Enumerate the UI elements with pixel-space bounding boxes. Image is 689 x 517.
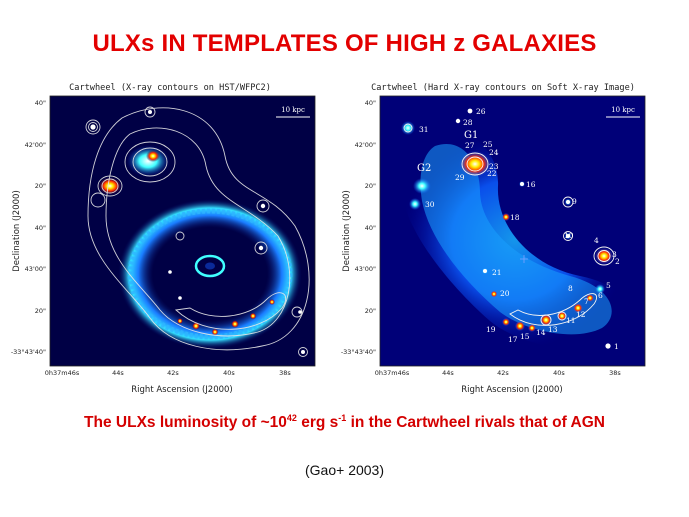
y-tick-label: 20" <box>365 307 376 315</box>
x-tick-label: 38s <box>609 369 621 377</box>
source-label: 10 <box>564 231 574 240</box>
source-label: 21 <box>492 268 502 277</box>
source-label: 20 <box>500 289 510 298</box>
cartwheel-ring <box>118 199 302 349</box>
source-labels: 1 2 3 4 5 6 7 8 9 10 11 12 13 14 15 16 1… <box>419 107 620 351</box>
source-label: 16 <box>526 180 536 189</box>
source-label: 23 <box>489 162 499 171</box>
source-label: 15 <box>520 332 530 341</box>
hard-xray-contours <box>403 123 615 326</box>
right-y-ticks: 40" 42'00" 20" 40" 43'00" 20" -33°43'40" <box>341 99 376 356</box>
source-label: 9 <box>572 197 577 206</box>
x-tick-label: 0h37m46s <box>45 369 80 377</box>
source-label: 29 <box>455 173 465 182</box>
right-figure-panel: Cartwheel (Hard X-ray contours on Soft X… <box>340 76 650 401</box>
left-x-ticks: 0h37m46s 44s 42s 40s 38s <box>45 369 292 377</box>
companion-g1-core <box>146 150 160 162</box>
slide-title: ULXs IN TEMPLATES OF HIGH z GALAXIES <box>92 30 597 57</box>
left-y-ticks: 40" 42'00" 20" 40" 43'00" 20" -33°43'40" <box>11 99 46 356</box>
source-label: 12 <box>576 310 586 319</box>
left-figure-svg: Cartwheel (X-ray contours on HST/WFPC2) <box>11 83 316 395</box>
point-sources <box>90 110 305 354</box>
y-tick-label: 40" <box>35 99 46 107</box>
caption-exponent-luminosity: 42 <box>286 413 297 423</box>
y-tick-label: 42'00" <box>25 141 46 149</box>
source-label: 30 <box>425 200 435 209</box>
source-label: 8 <box>568 284 573 293</box>
group-label-g1: G1 <box>464 130 478 141</box>
x-tick-label: 40s <box>223 369 235 377</box>
left-y-axis-label: Declination (J2000) <box>12 190 22 272</box>
hard-xray-sources <box>401 121 613 332</box>
source-label: 6 <box>598 291 603 300</box>
caption-prefix: The ULXs luminosity of ~10 <box>84 414 287 432</box>
right-x-axis-label: Right Ascension (J2000) <box>461 385 562 395</box>
left-x-axis-label: Right Ascension (J2000) <box>131 385 232 395</box>
source-label: 17 <box>508 335 518 344</box>
center-marker <box>520 255 528 263</box>
y-tick-label: -33°43'40" <box>341 348 376 356</box>
x-tick-label: 38s <box>279 369 291 377</box>
right-axes-frame <box>379 95 646 367</box>
slide-caption: The ULXs luminosity of ~1042 erg s-1 in … <box>0 413 689 432</box>
y-tick-label: 42'00" <box>355 141 376 149</box>
y-tick-label: 20" <box>365 182 376 190</box>
left-axes-frame <box>49 95 316 367</box>
y-tick-label: -33°43'40" <box>11 348 46 356</box>
y-tick-label: 20" <box>35 182 46 190</box>
x-tick-label: 42s <box>167 369 179 377</box>
source-label: 27 <box>465 141 475 150</box>
y-tick-label: 40" <box>365 99 376 107</box>
y-tick-label: 40" <box>365 224 376 232</box>
right-x-ticks: 0h37m46s 44s 42s 40s 38s <box>375 369 622 377</box>
source-label: 24 <box>489 148 499 157</box>
right-figure-svg: Cartwheel (Hard X-ray contours on Soft X… <box>341 83 646 395</box>
source-label: 19 <box>486 325 496 334</box>
source-label: 14 <box>536 328 546 337</box>
y-tick-label: 43'00" <box>25 265 46 273</box>
source-label: 2 <box>615 257 620 266</box>
right-panel-title: Cartwheel (Hard X-ray contours on Soft X… <box>371 83 635 93</box>
caption-suffix: in the Cartwheel rivals that of AGN <box>346 414 605 432</box>
x-tick-label: 40s <box>553 369 565 377</box>
caption-unit: erg s <box>296 414 339 432</box>
source-label: 22 <box>487 169 497 178</box>
galaxy-core <box>205 262 215 270</box>
group-label-g2: G2 <box>417 163 431 174</box>
left-figure-panel: Cartwheel (X-ray contours on HST/WFPC2) <box>10 76 320 401</box>
right-scale-label: 10 kpc <box>611 106 635 114</box>
left-scale-label: 10 kpc <box>281 106 305 114</box>
point-sources-white <box>455 108 611 349</box>
soft-xray-core-band <box>420 144 612 335</box>
y-tick-label: 43'00" <box>355 265 376 273</box>
source-label: 25 <box>483 140 493 149</box>
x-tick-label: 42s <box>497 369 509 377</box>
source-label: 5 <box>606 281 611 290</box>
source-label: 4 <box>594 236 599 245</box>
source-label: 1 <box>614 342 619 351</box>
left-panel-title: Cartwheel (X-ray contours on HST/WFPC2) <box>69 83 271 93</box>
source-label: 28 <box>463 118 473 127</box>
x-tick-label: 44s <box>442 369 454 377</box>
xray-contours <box>85 106 310 357</box>
source-label: 11 <box>566 316 576 325</box>
source-label: 31 <box>419 125 429 134</box>
citation: (Gao+ 2003) <box>305 462 384 478</box>
source-label: 13 <box>548 325 558 334</box>
source-label: 3 <box>612 250 617 259</box>
x-tick-label: 44s <box>112 369 124 377</box>
inner-ring <box>194 254 226 278</box>
source-label: 26 <box>476 107 486 116</box>
source-label: 7 <box>584 297 589 306</box>
right-y-axis-label: Declination (J2000) <box>342 190 352 272</box>
y-tick-label: 20" <box>35 307 46 315</box>
y-tick-label: 40" <box>35 224 46 232</box>
source-label: 18 <box>510 213 520 222</box>
caption-exponent-unit: -1 <box>338 413 347 423</box>
x-tick-label: 0h37m46s <box>375 369 410 377</box>
